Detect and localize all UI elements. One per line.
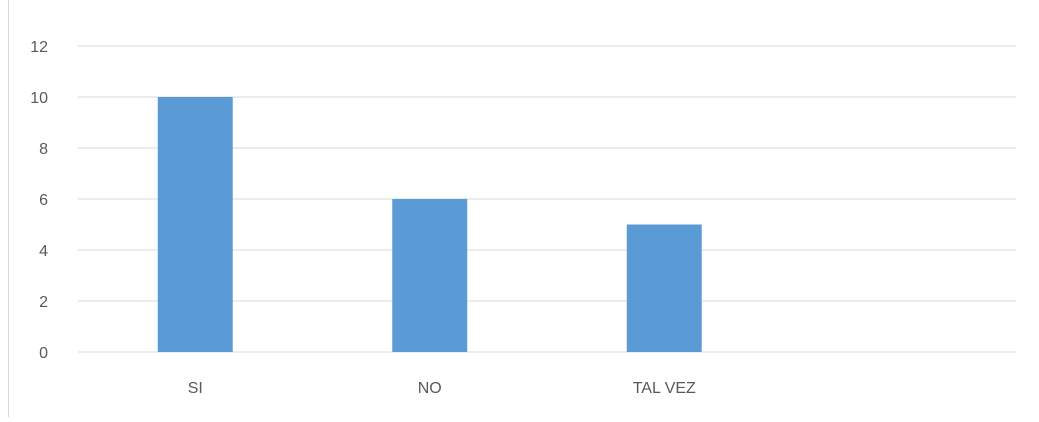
bar: [157, 97, 233, 352]
bar: [392, 199, 468, 352]
bar: [626, 224, 702, 352]
x-tick-label: SI: [188, 380, 203, 397]
y-tick-label: 0: [39, 345, 48, 362]
x-tick-label: NO: [418, 380, 442, 397]
x-tick-label: TAL VEZ: [633, 380, 696, 397]
y-tick-label: 4: [39, 243, 48, 260]
y-tick-label: 2: [39, 294, 48, 311]
chart-frame-border: [8, 0, 9, 417]
y-tick-label: 12: [30, 39, 48, 56]
y-tick-label: 8: [39, 141, 48, 158]
y-tick-label: 6: [39, 192, 48, 209]
y-tick-label: 10: [30, 90, 48, 107]
